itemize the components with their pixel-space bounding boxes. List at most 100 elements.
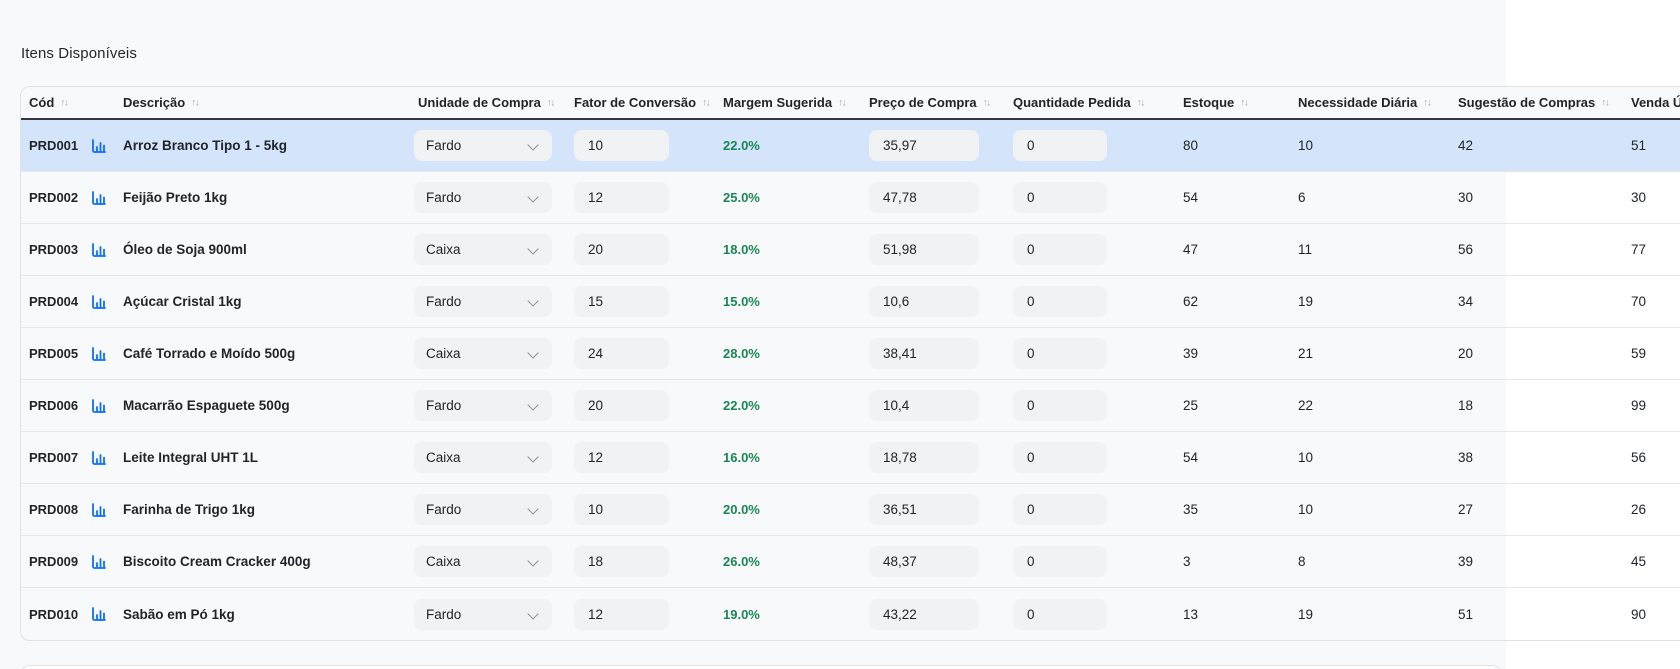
sort-arrows-icon: ↑↓ xyxy=(702,98,709,109)
purchase-unit-select[interactable]: Caixa xyxy=(414,234,552,265)
bar-chart-icon[interactable] xyxy=(91,190,107,206)
suggested-margin-value: 28.0% xyxy=(711,346,857,361)
ordered-quantity-input[interactable] xyxy=(1013,599,1107,630)
purchase-unit-select[interactable]: Fardo xyxy=(414,599,552,630)
column-header-margem[interactable]: Margem Sugerida ↑↓ xyxy=(711,95,857,110)
purchase-unit-select[interactable]: Fardo xyxy=(414,182,552,213)
bar-chart-icon[interactable] xyxy=(91,554,107,570)
conversion-factor-input[interactable] xyxy=(574,130,669,161)
last-sale-value: 59 xyxy=(1619,346,1680,361)
purchase-unit-select[interactable]: Fardo xyxy=(414,390,552,421)
column-header-quantidade[interactable]: Quantidade Pedida ↑↓ xyxy=(1001,95,1171,110)
purchase-price-input[interactable] xyxy=(869,234,979,265)
table-row[interactable]: PRD010 Sabão em Pó 1kg Fardo 19.0% 13 19… xyxy=(21,588,1680,640)
purchase-unit-select[interactable]: Caixa xyxy=(414,546,552,577)
table-row[interactable]: PRD009 Biscoito Cream Cracker 400g Caixa… xyxy=(21,536,1680,588)
column-header-necessidade[interactable]: Necessidade Diária ↑↓ xyxy=(1286,95,1446,110)
table-row[interactable]: PRD005 Café Torrado e Moído 500g Caixa 2… xyxy=(21,328,1680,380)
suggested-margin-value: 22.0% xyxy=(711,138,857,153)
sort-arrows-icon: ↑↓ xyxy=(1601,98,1608,109)
sort-arrows-icon: ↑↓ xyxy=(1240,98,1247,109)
column-header-venda[interactable]: Venda Ú ↑↓ xyxy=(1619,95,1680,110)
table-row[interactable]: PRD006 Macarrão Espaguete 500g Fardo 22.… xyxy=(21,380,1680,432)
table-row[interactable]: PRD008 Farinha de Trigo 1kg Fardo 20.0% … xyxy=(21,484,1680,536)
table-header-row: Cód ↑↓ Descrição ↑↓ Unidade de Compra ↑↓… xyxy=(21,87,1680,120)
conversion-factor-input[interactable] xyxy=(574,390,669,421)
last-sale-value: 26 xyxy=(1619,502,1680,517)
column-header-preco[interactable]: Preço de Compra ↑↓ xyxy=(857,95,1001,110)
bar-chart-icon[interactable] xyxy=(91,346,107,362)
table-row[interactable]: PRD001 Arroz Branco Tipo 1 - 5kg Fardo 2… xyxy=(21,120,1680,172)
conversion-factor-input[interactable] xyxy=(574,234,669,265)
bar-chart-icon[interactable] xyxy=(91,242,107,258)
purchase-price-input[interactable] xyxy=(869,494,979,525)
column-header-unidade[interactable]: Unidade de Compra ↑↓ xyxy=(406,95,562,110)
ordered-quantity-input[interactable] xyxy=(1013,286,1107,317)
table-row[interactable]: PRD003 Óleo de Soja 900ml Caixa 18.0% 47… xyxy=(21,224,1680,276)
last-sale-value: 90 xyxy=(1619,607,1680,622)
purchase-unit-select[interactable]: Fardo xyxy=(414,494,552,525)
product-description: Farinha de Trigo 1kg xyxy=(111,502,406,517)
column-header-label: Margem Sugerida xyxy=(723,95,832,110)
column-header-estoque[interactable]: Estoque ↑↓ xyxy=(1171,95,1286,110)
purchase-unit-select[interactable]: Caixa xyxy=(414,442,552,473)
ordered-quantity-input[interactable] xyxy=(1013,442,1107,473)
bar-chart-icon[interactable] xyxy=(91,294,107,310)
ordered-quantity-input[interactable] xyxy=(1013,546,1107,577)
table-row[interactable]: PRD007 Leite Integral UHT 1L Caixa 16.0%… xyxy=(21,432,1680,484)
conversion-factor-input[interactable] xyxy=(574,338,669,369)
suggested-margin-value: 25.0% xyxy=(711,190,857,205)
purchase-price-input[interactable] xyxy=(869,130,979,161)
purchase-suggestion-value: 56 xyxy=(1446,242,1619,257)
bar-chart-icon[interactable] xyxy=(91,502,107,518)
stock-value: 54 xyxy=(1171,450,1286,465)
purchase-unit-select[interactable]: Fardo xyxy=(414,130,552,161)
column-header-fator[interactable]: Fator de Conversão ↑↓ xyxy=(562,95,711,110)
product-code: PRD004 xyxy=(29,294,78,309)
product-code: PRD007 xyxy=(29,450,78,465)
bar-chart-icon[interactable] xyxy=(91,606,107,622)
ordered-quantity-input[interactable] xyxy=(1013,234,1107,265)
conversion-factor-input[interactable] xyxy=(574,494,669,525)
conversion-factor-input[interactable] xyxy=(574,599,669,630)
table-row[interactable]: PRD004 Açúcar Cristal 1kg Fardo 15.0% 62… xyxy=(21,276,1680,328)
column-header-label: Fator de Conversão xyxy=(574,95,696,110)
table-row[interactable]: PRD002 Feijão Preto 1kg Fardo 25.0% 54 6… xyxy=(21,172,1680,224)
ordered-quantity-input[interactable] xyxy=(1013,390,1107,421)
conversion-factor-input[interactable] xyxy=(574,546,669,577)
last-sale-value: 77 xyxy=(1619,242,1680,257)
product-description: Leite Integral UHT 1L xyxy=(111,450,406,465)
ordered-quantity-input[interactable] xyxy=(1013,130,1107,161)
ordered-quantity-input[interactable] xyxy=(1013,338,1107,369)
conversion-factor-input[interactable] xyxy=(574,286,669,317)
bar-chart-icon[interactable] xyxy=(91,450,107,466)
purchase-price-input[interactable] xyxy=(869,286,979,317)
daily-need-value: 19 xyxy=(1286,294,1446,309)
product-description: Açúcar Cristal 1kg xyxy=(111,294,406,309)
column-header-label: Sugestão de Compras xyxy=(1458,95,1595,110)
purchase-price-input[interactable] xyxy=(869,546,979,577)
product-description: Macarrão Espaguete 500g xyxy=(111,398,406,413)
purchase-price-input[interactable] xyxy=(869,338,979,369)
column-header-label: Preço de Compra xyxy=(869,95,977,110)
purchase-price-input[interactable] xyxy=(869,390,979,421)
column-header-label: Unidade de Compra xyxy=(418,95,541,110)
purchase-price-input[interactable] xyxy=(869,182,979,213)
column-header-cod[interactable]: Cód ↑↓ xyxy=(21,95,111,110)
bar-chart-icon[interactable] xyxy=(91,138,107,154)
bar-chart-icon[interactable] xyxy=(91,398,107,414)
daily-need-value: 19 xyxy=(1286,607,1446,622)
product-description: Feijão Preto 1kg xyxy=(111,190,406,205)
conversion-factor-input[interactable] xyxy=(574,442,669,473)
ordered-quantity-input[interactable] xyxy=(1013,182,1107,213)
column-header-sugestao[interactable]: Sugestão de Compras ↑↓ xyxy=(1446,95,1619,110)
purchase-unit-select[interactable]: Caixa xyxy=(414,338,552,369)
purchase-price-input[interactable] xyxy=(869,599,979,630)
conversion-factor-input[interactable] xyxy=(574,182,669,213)
column-header-descricao[interactable]: Descrição ↑↓ xyxy=(111,95,406,110)
last-sale-value: 45 xyxy=(1619,554,1680,569)
ordered-quantity-input[interactable] xyxy=(1013,494,1107,525)
purchase-unit-select[interactable]: Fardo xyxy=(414,286,552,317)
purchase-price-input[interactable] xyxy=(869,442,979,473)
product-code: PRD001 xyxy=(29,138,78,153)
